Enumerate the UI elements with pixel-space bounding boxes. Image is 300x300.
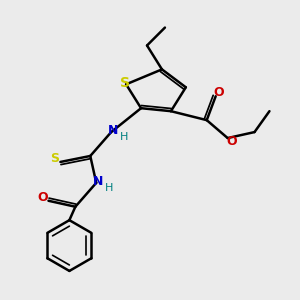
Text: H: H bbox=[105, 183, 113, 193]
Text: H: H bbox=[119, 133, 128, 142]
Text: O: O bbox=[213, 86, 224, 99]
Text: S: S bbox=[120, 76, 130, 90]
Text: N: N bbox=[93, 175, 103, 188]
Text: N: N bbox=[107, 124, 118, 137]
Text: O: O bbox=[227, 134, 237, 148]
Text: S: S bbox=[50, 152, 59, 165]
Text: O: O bbox=[38, 191, 48, 204]
